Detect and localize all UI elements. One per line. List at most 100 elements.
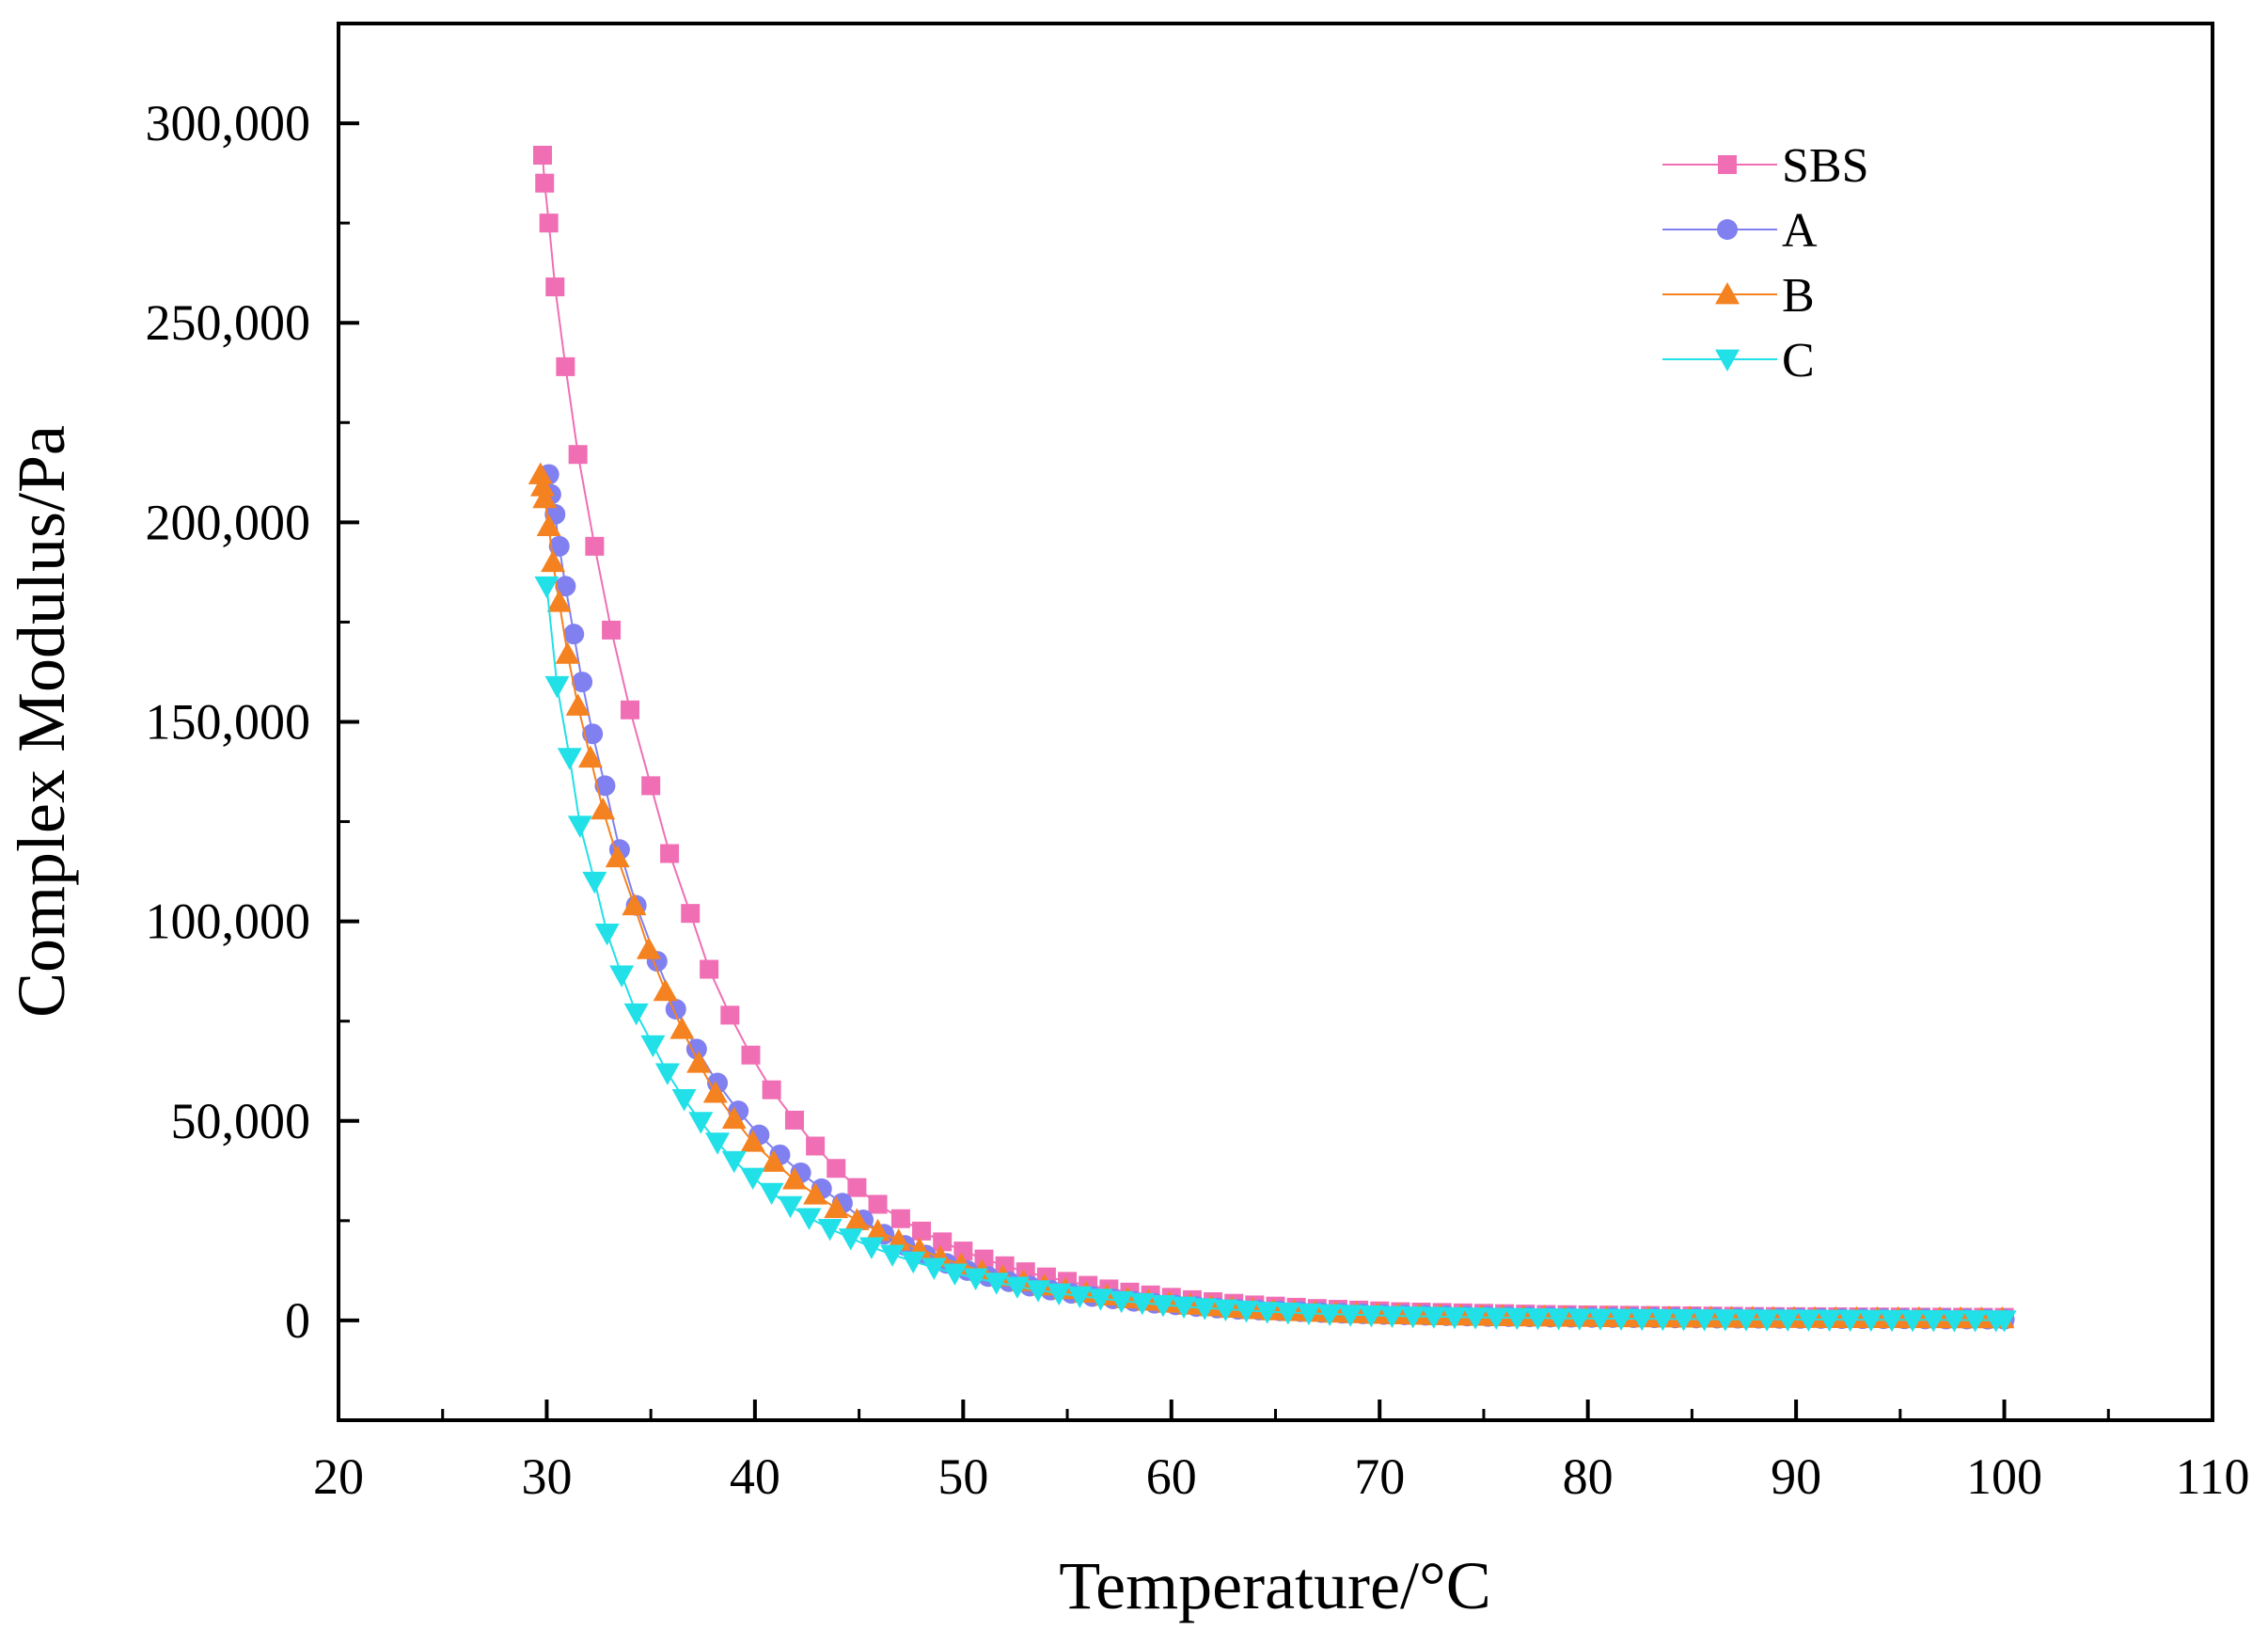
x-tick-label: 50	[937, 1448, 988, 1505]
series-sbs-point	[660, 844, 680, 863]
series-b-point	[653, 978, 678, 1002]
series-b-point	[636, 937, 661, 959]
series-sbs-point	[535, 173, 555, 193]
series-c-point	[1546, 1308, 1571, 1331]
series-sbs-point	[568, 445, 588, 465]
x-tick-label: 90	[1771, 1448, 1821, 1505]
series-c-point	[654, 1063, 680, 1085]
series-c-point	[1921, 1310, 1946, 1333]
series-c-point	[1026, 1280, 1051, 1303]
series-c-point	[1296, 1303, 1321, 1326]
series-sbs-point	[681, 904, 701, 924]
series-sbs-point	[784, 1110, 804, 1130]
x-tick-label: 40	[730, 1448, 780, 1505]
series-c-point	[1213, 1299, 1238, 1322]
series-c-point	[880, 1244, 906, 1267]
series-c-point	[1817, 1309, 1842, 1332]
series-c-point	[1992, 1310, 2017, 1333]
legend-label-sbs: SBS	[1782, 139, 1869, 193]
series-sbs-point	[868, 1194, 888, 1214]
series-b-point	[591, 797, 616, 820]
legend-item-a: A	[1662, 204, 1818, 258]
series-c-point	[1400, 1306, 1425, 1329]
legend-item-sbs: SBS	[1662, 139, 1869, 193]
series-c-point	[1441, 1306, 1467, 1330]
series-b-point	[824, 1195, 849, 1219]
series-a-point	[555, 576, 576, 597]
series-c-point	[1254, 1302, 1280, 1324]
series-b-point	[781, 1167, 807, 1190]
series-sbs-point	[539, 214, 559, 233]
x-tick-label: 20	[313, 1448, 364, 1505]
series-c	[534, 576, 2017, 1333]
series-c-point	[567, 815, 592, 838]
y-tick-label: 50,000	[171, 1093, 311, 1149]
series-c-point	[1796, 1309, 1821, 1332]
series-c-point	[1192, 1298, 1218, 1321]
series-sbs-point	[556, 356, 575, 376]
series-c-point	[1962, 1310, 1988, 1333]
series-c-point	[609, 965, 635, 988]
series-c-point	[817, 1218, 843, 1242]
series-a-point	[685, 1038, 707, 1060]
series-a-point	[563, 624, 585, 645]
x-tick-label: 60	[1146, 1448, 1197, 1505]
series-c-point	[1421, 1306, 1446, 1329]
series-b-point	[669, 1017, 695, 1039]
series-c-point	[1525, 1307, 1551, 1331]
series-c-point	[1692, 1309, 1717, 1332]
series-c-point	[984, 1273, 1009, 1295]
series-c-point	[1775, 1309, 1801, 1332]
series-c-point	[1879, 1309, 1904, 1333]
series-c-point	[796, 1208, 822, 1230]
legend-marker-b	[1715, 282, 1740, 305]
series-b-point	[530, 474, 556, 497]
series-c-point	[1858, 1309, 1883, 1333]
series-sbs-point	[912, 1221, 932, 1241]
series-c-point	[1338, 1305, 1363, 1327]
series-c-point	[1379, 1305, 1405, 1329]
series-c-point	[1733, 1309, 1758, 1332]
series-c-point	[1172, 1296, 1197, 1320]
series-a-point	[572, 672, 593, 693]
y-tick-label: 100,000	[146, 894, 311, 950]
series-c-point	[1004, 1276, 1030, 1299]
series-sbs-point	[953, 1242, 973, 1261]
series-c-point	[901, 1251, 926, 1274]
series-c-point	[921, 1257, 947, 1280]
series-c-point	[688, 1112, 714, 1134]
series-sbs-point	[641, 776, 661, 796]
series-sbs-point	[585, 536, 605, 556]
series-c-point	[640, 1035, 666, 1058]
series-c-point	[1609, 1308, 1634, 1332]
series-sbs-point	[762, 1080, 781, 1099]
series-sbs-point	[720, 1005, 740, 1025]
series-c-point	[1587, 1308, 1613, 1331]
series-c-point	[1630, 1308, 1655, 1332]
series-c-point	[1275, 1303, 1300, 1325]
legend-label-b: B	[1782, 269, 1815, 323]
legend-label-c: C	[1782, 334, 1815, 388]
series-c-point	[1650, 1308, 1676, 1332]
series-c-point	[594, 923, 620, 946]
series-sbs-point	[933, 1232, 953, 1252]
x-tick-label: 80	[1563, 1448, 1614, 1505]
series-c-point	[1088, 1289, 1113, 1311]
x-tick-label: 110	[2176, 1448, 2250, 1505]
series-b-point	[546, 590, 572, 612]
series-c-point	[1359, 1305, 1384, 1328]
series-b-point	[532, 485, 558, 509]
series-c-point	[1109, 1290, 1134, 1314]
series-c-point	[1900, 1309, 1926, 1333]
series-c-point	[1234, 1300, 1259, 1323]
legend-item-c: C	[1662, 334, 1815, 388]
series-b-point	[865, 1218, 890, 1242]
series-sbs-point	[847, 1178, 867, 1197]
series-b-point	[536, 514, 561, 536]
series-sbs-point	[700, 959, 719, 979]
series-c-point	[759, 1182, 784, 1206]
series-c-point	[1067, 1286, 1093, 1309]
legend-marker-c	[1715, 349, 1740, 372]
